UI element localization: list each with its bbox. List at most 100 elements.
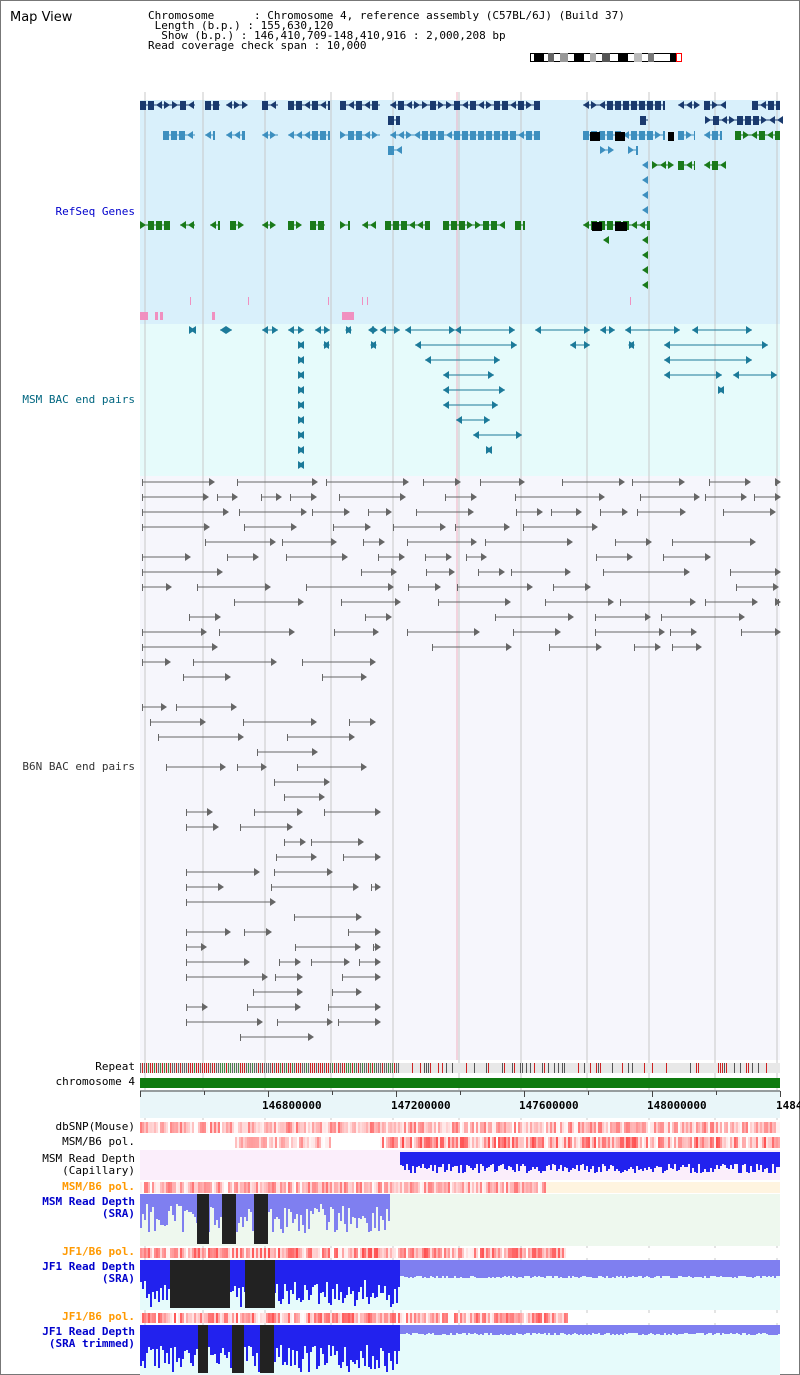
depth-bar: [748, 1260, 750, 1277]
dbsnp-label: dbSNP(Mouse): [55, 1120, 135, 1133]
depth-bar: [518, 1260, 520, 1277]
pol-cell: [326, 1122, 328, 1133]
bac-end: [746, 326, 752, 334]
depth-bar: [776, 1152, 778, 1167]
depth-bar: [662, 1152, 664, 1173]
pol-cell: [414, 1248, 416, 1258]
depth-bar: [392, 1325, 394, 1370]
pol-cell: [456, 1182, 458, 1193]
depth-bar: [334, 1194, 336, 1232]
b6n-tick: [239, 509, 240, 516]
pol-cell: [614, 1122, 616, 1133]
pol-cell: [230, 1313, 232, 1323]
pol-cell: [536, 1137, 538, 1148]
b6n-end: [220, 763, 226, 771]
gene-exon: [320, 131, 326, 140]
depth-bar: [140, 1194, 142, 1228]
depth-bar: [554, 1325, 556, 1333]
gene-exon: [678, 161, 684, 170]
depth-bar: [368, 1194, 370, 1232]
pol-cell: [696, 1122, 698, 1133]
gene-arrow: [362, 221, 368, 229]
pol-cell: [704, 1122, 706, 1133]
depth-bar: [538, 1152, 540, 1171]
repeat-mark: [342, 1063, 343, 1073]
pol-cell: [364, 1122, 366, 1133]
pol-cell: [342, 1248, 344, 1258]
b6n-bac-label[interactable]: B6N BAC end pairs: [22, 760, 135, 773]
repeat-mark: [188, 1063, 189, 1073]
pol-cell: [370, 1182, 372, 1193]
pol-cell: [322, 1122, 324, 1133]
depth-bar: [664, 1325, 666, 1333]
gene-exon: [171, 131, 177, 140]
pol-cell: [388, 1248, 390, 1258]
pol-cell: [278, 1313, 280, 1323]
pol-cell: [434, 1248, 436, 1258]
bac-end: [455, 326, 461, 334]
pol-cell: [234, 1248, 236, 1258]
pol-cell: [402, 1137, 404, 1148]
depth-bar: [332, 1194, 334, 1209]
msm-bac-label[interactable]: MSM BAC end pairs: [22, 393, 135, 406]
pol-cell: [206, 1182, 208, 1193]
pol-cell: [200, 1313, 202, 1323]
pol-cell: [548, 1313, 550, 1323]
bac-end: [443, 371, 449, 379]
repeat-mark: [186, 1063, 187, 1073]
repeat-mark: [162, 1063, 163, 1073]
depth-bar: [722, 1325, 724, 1333]
pol-cell: [526, 1248, 528, 1258]
depth-bar: [416, 1325, 418, 1333]
pol-cell: [182, 1313, 184, 1323]
depth-bar: [308, 1325, 310, 1372]
depth-bar: [238, 1194, 240, 1223]
pol-cell: [204, 1313, 206, 1323]
depth-bar: [702, 1260, 704, 1278]
pol-cell: [442, 1137, 444, 1148]
depth-bar: [316, 1325, 318, 1369]
depth-bar: [644, 1152, 646, 1168]
depth-bar: [688, 1152, 690, 1164]
pol-cell: [338, 1182, 340, 1193]
depth-bar: [250, 1325, 252, 1347]
pol-cell: [150, 1313, 152, 1323]
pol-cell: [482, 1182, 484, 1193]
b6n-tick: [142, 644, 143, 651]
depth-bar: [330, 1260, 332, 1305]
repeat-mark: [226, 1063, 227, 1073]
pol-cell: [242, 1248, 244, 1258]
pol-cell: [376, 1248, 378, 1258]
gene-arrow: [583, 221, 589, 229]
scale-tick: [204, 1091, 205, 1095]
bac-end: [762, 341, 768, 349]
pol-cell: [311, 1137, 313, 1148]
depth-black: [232, 1325, 244, 1373]
pol-cell: [714, 1122, 716, 1133]
pol-cell: [148, 1313, 150, 1323]
depth-bar: [166, 1325, 168, 1353]
repeat-mark: [160, 1063, 161, 1073]
pol-cell: [496, 1248, 498, 1258]
pol-cell: [412, 1248, 414, 1258]
pol-cell: [268, 1182, 270, 1193]
repeat-mark: [612, 1063, 613, 1073]
b6n-end: [358, 838, 364, 846]
depth-bar: [162, 1325, 164, 1350]
b6n-end: [231, 703, 237, 711]
pol-cell: [350, 1248, 352, 1258]
b6n-tick: [365, 614, 366, 621]
depth-bar: [208, 1325, 210, 1347]
pol-cell: [512, 1248, 514, 1258]
depth-bar: [654, 1325, 656, 1335]
depth-bar: [158, 1194, 160, 1220]
b6n-end: [474, 628, 480, 636]
pol-cell: [620, 1122, 622, 1133]
chromosome-ideogram[interactable]: [530, 53, 682, 62]
depth-bar: [730, 1325, 732, 1333]
pol-cell: [274, 1122, 276, 1133]
bac-end: [298, 326, 304, 334]
gene-exon: [636, 146, 638, 155]
refseq-label[interactable]: RefSeq Genes: [55, 205, 135, 218]
